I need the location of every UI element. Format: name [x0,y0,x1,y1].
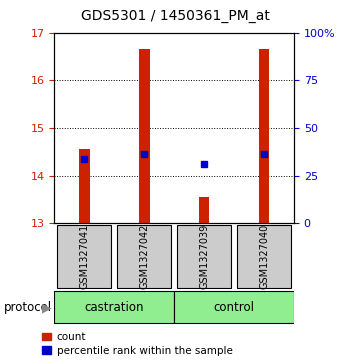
Bar [259,49,270,223]
FancyBboxPatch shape [54,291,174,323]
Text: GSM1327042: GSM1327042 [139,224,149,289]
Text: ▶: ▶ [42,301,52,314]
Text: GDS5301 / 1450361_PM_at: GDS5301 / 1450361_PM_at [80,9,270,23]
Bar [139,49,149,223]
Text: GSM1327039: GSM1327039 [199,224,209,289]
Text: control: control [214,301,254,314]
Bar [79,150,90,223]
FancyBboxPatch shape [174,291,294,323]
Text: protocol: protocol [4,301,52,314]
FancyBboxPatch shape [117,225,171,288]
FancyBboxPatch shape [237,225,291,288]
Legend: count, percentile rank within the sample: count, percentile rank within the sample [42,332,232,355]
Text: castration: castration [84,301,144,314]
FancyBboxPatch shape [177,225,231,288]
Text: GSM1327041: GSM1327041 [79,224,89,289]
Bar [199,197,210,223]
Text: GSM1327040: GSM1327040 [259,224,269,289]
FancyBboxPatch shape [57,225,111,288]
